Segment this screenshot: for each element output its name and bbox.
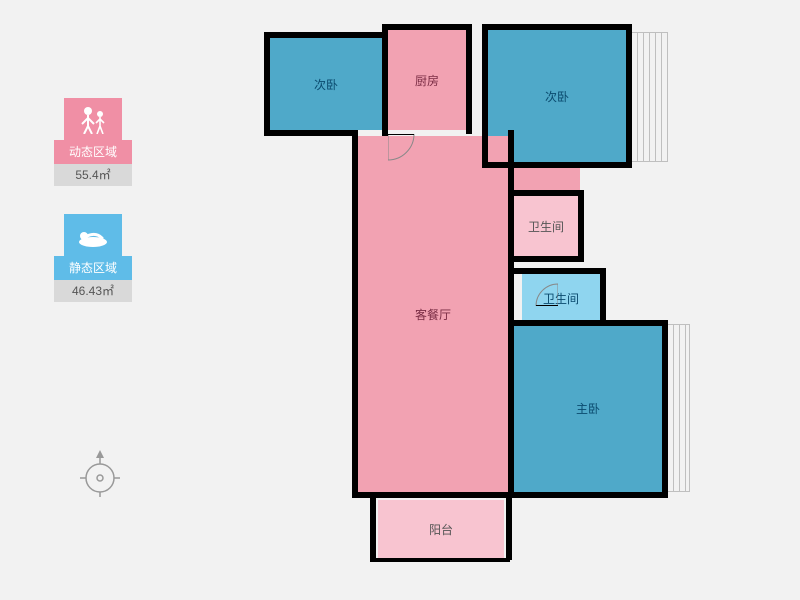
wall <box>382 24 388 136</box>
wall <box>264 32 384 38</box>
legend-dynamic-value: 55.4㎡ <box>54 164 132 186</box>
wall <box>466 24 472 134</box>
legend: 动态区域 55.4㎡ 静态区域 46.43㎡ <box>54 98 132 330</box>
room-label: 卫生间 <box>528 218 564 235</box>
room-label: 客餐厅 <box>415 306 451 323</box>
room-label: 次卧 <box>314 76 338 93</box>
legend-dynamic-label: 动态区域 <box>54 140 132 164</box>
room-bedroom2a: 次卧 <box>270 38 382 130</box>
wall <box>626 24 632 164</box>
wall <box>482 162 632 168</box>
room-bath1: 卫生间 <box>514 196 578 256</box>
living-extension <box>508 164 580 192</box>
wall <box>508 190 584 196</box>
wall <box>352 492 514 498</box>
wall <box>600 268 606 324</box>
room-living: 客餐厅 <box>358 136 508 492</box>
wall <box>264 130 358 136</box>
legend-static-label: 静态区域 <box>54 256 132 280</box>
compass-icon <box>76 450 124 498</box>
room-master: 主卧 <box>514 324 662 492</box>
wall <box>352 130 358 496</box>
legend-static: 静态区域 46.43㎡ <box>54 214 132 302</box>
rest-icon <box>64 214 122 256</box>
room-balcony: 阳台 <box>378 500 504 558</box>
wall <box>514 320 668 326</box>
door-arc <box>514 262 558 306</box>
room-kitchen: 厨房 <box>388 30 466 130</box>
room-label: 阳台 <box>429 521 453 538</box>
floorplan: 次卧厨房次卧卫生间卫生间客餐厅主卧阳台 <box>270 24 690 584</box>
wall <box>382 24 472 30</box>
room-label: 次卧 <box>545 88 569 105</box>
legend-static-value: 46.43㎡ <box>54 280 132 302</box>
wall <box>506 496 512 560</box>
room-label: 厨房 <box>415 72 439 89</box>
balcony-rail <box>630 32 668 162</box>
wall <box>370 558 510 562</box>
wall <box>508 130 514 496</box>
wall <box>264 32 270 132</box>
balcony-rail <box>666 324 690 492</box>
wall <box>482 24 488 164</box>
room-label: 主卧 <box>576 400 600 417</box>
people-icon <box>64 98 122 140</box>
legend-dynamic: 动态区域 55.4㎡ <box>54 98 132 186</box>
door-arc <box>388 134 440 186</box>
wall <box>662 320 668 496</box>
wall <box>370 496 376 560</box>
wall <box>482 24 632 30</box>
wall <box>578 190 584 258</box>
wall <box>508 492 668 498</box>
